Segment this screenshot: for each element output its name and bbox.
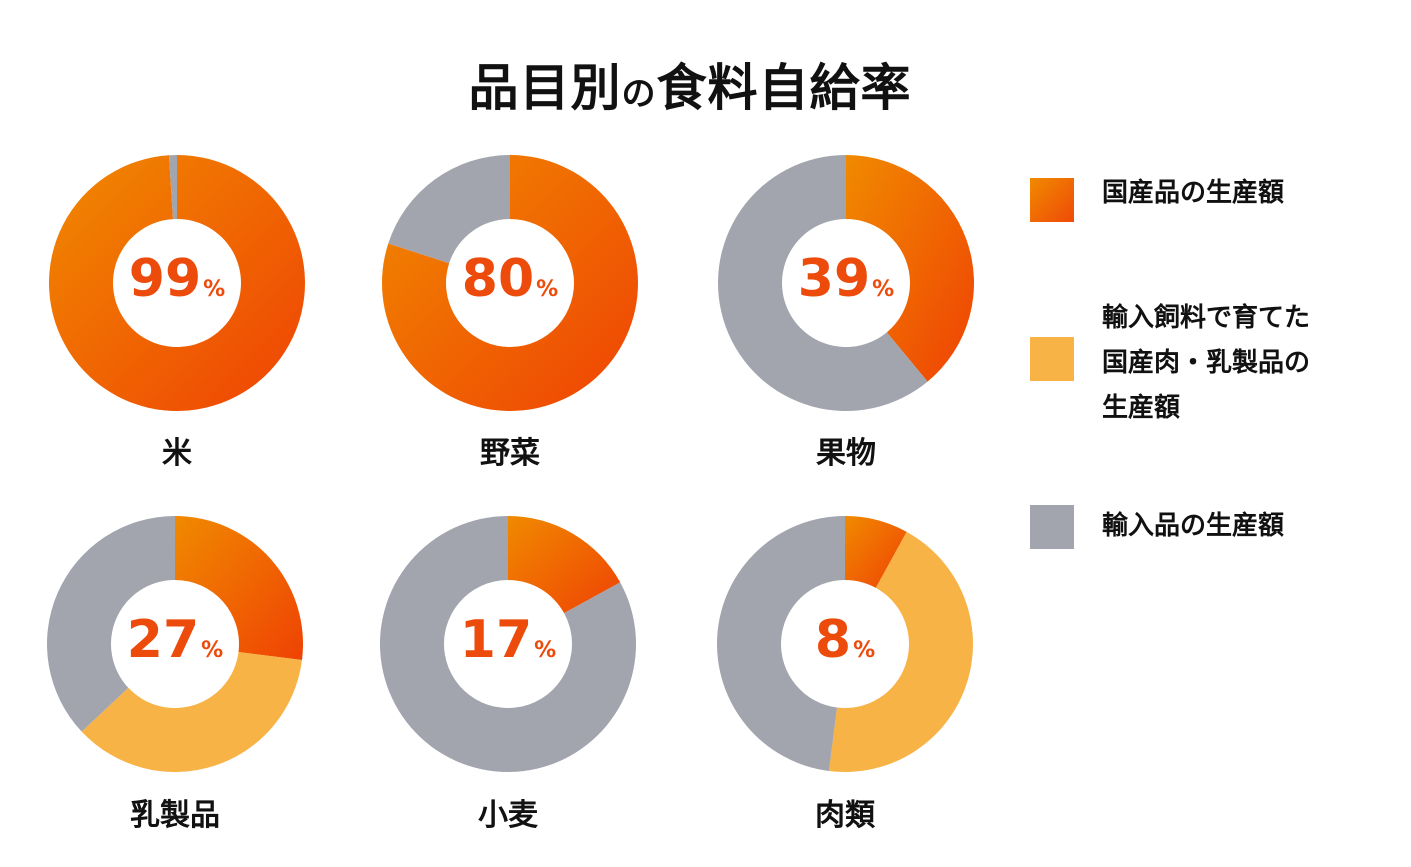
center-unit: % (853, 638, 876, 663)
center-unit: % (201, 638, 224, 663)
category-label-vegetables: 野菜 (480, 436, 540, 471)
legend-label-imported: 輸入品の生産額 (1102, 504, 1284, 549)
slice-imported (718, 155, 928, 411)
slice-imported (379, 516, 636, 772)
chart-title: 品目別の食料自給率 (0, 48, 1380, 120)
center-number: 80 (461, 249, 535, 309)
legend-swatch-feed-import (1030, 337, 1074, 381)
legend-line: 国産肉・乳製品の (1102, 348, 1311, 378)
center-number: 39 (797, 249, 871, 309)
category-label-dairy: 乳製品 (130, 798, 220, 833)
legend-line: 輸入品の生産額 (1102, 511, 1285, 541)
donut-meat-svg (716, 516, 973, 772)
center-unit: % (536, 277, 559, 302)
donut-rice: 99% (47, 153, 307, 413)
legend-line: 輸入飼料で育てた (1102, 303, 1311, 333)
category-label-wheat: 小麦 (478, 798, 538, 833)
center-unit: % (203, 277, 226, 302)
legend-line: 生産額 (1102, 393, 1181, 423)
slice-imported (168, 155, 177, 220)
title-part-3: 食料自給率 (656, 59, 912, 117)
donut-dairy-svg (47, 516, 304, 772)
category-label-rice: 米 (162, 436, 192, 471)
center-unit: % (534, 638, 557, 663)
slice-domestic (846, 155, 974, 382)
donut-rice-svg (48, 155, 305, 412)
title-part-1: 品目別 (468, 59, 622, 117)
center-value-rice: 99% (47, 249, 307, 320)
category-label-meat: 肉類 (815, 798, 875, 833)
donut-fruits: 39% (716, 153, 976, 413)
legend-label-domestic: 国産品の生産額 (1102, 171, 1284, 216)
title-part-2: の (621, 74, 657, 114)
center-value-wheat: 17% (378, 610, 638, 681)
center-number: 8 (814, 610, 852, 670)
donut-vegetables: 80% (380, 153, 640, 413)
center-number: 27 (126, 610, 200, 670)
center-value-dairy: 27% (45, 610, 305, 681)
slice-domestic (508, 516, 621, 614)
slice-domestic (175, 516, 304, 661)
slice-feed-import (81, 652, 302, 772)
donut-dairy: 27% (45, 514, 305, 774)
donut-fruits-svg (718, 155, 974, 411)
center-value-fruits: 39% (716, 249, 976, 320)
slice-domestic (48, 155, 305, 412)
center-number: 99 (128, 249, 202, 309)
legend-swatch-domestic (1030, 178, 1074, 222)
center-unit: % (872, 277, 895, 302)
center-number: 17 (459, 610, 533, 670)
slice-domestic (382, 155, 638, 411)
slice-feed-import (828, 531, 973, 772)
slice-imported (716, 516, 845, 771)
legend-line: 国産品の生産額 (1102, 178, 1285, 208)
donut-wheat: 17% (378, 514, 638, 774)
center-value-vegetables: 80% (380, 249, 640, 320)
donut-meat: 8% (715, 514, 975, 774)
legend-swatch-imported (1030, 505, 1074, 549)
slice-domestic (845, 516, 907, 588)
donut-wheat-svg (379, 516, 636, 772)
center-value-meat: 8% (715, 610, 975, 681)
donut-vegetables-svg (382, 155, 638, 411)
slice-imported (388, 155, 510, 264)
category-label-fruits: 果物 (816, 436, 876, 471)
legend-label-feed-import: 輸入飼料で育てた 国産肉・乳製品の 生産額 (1102, 296, 1310, 431)
slice-imported (47, 516, 176, 732)
